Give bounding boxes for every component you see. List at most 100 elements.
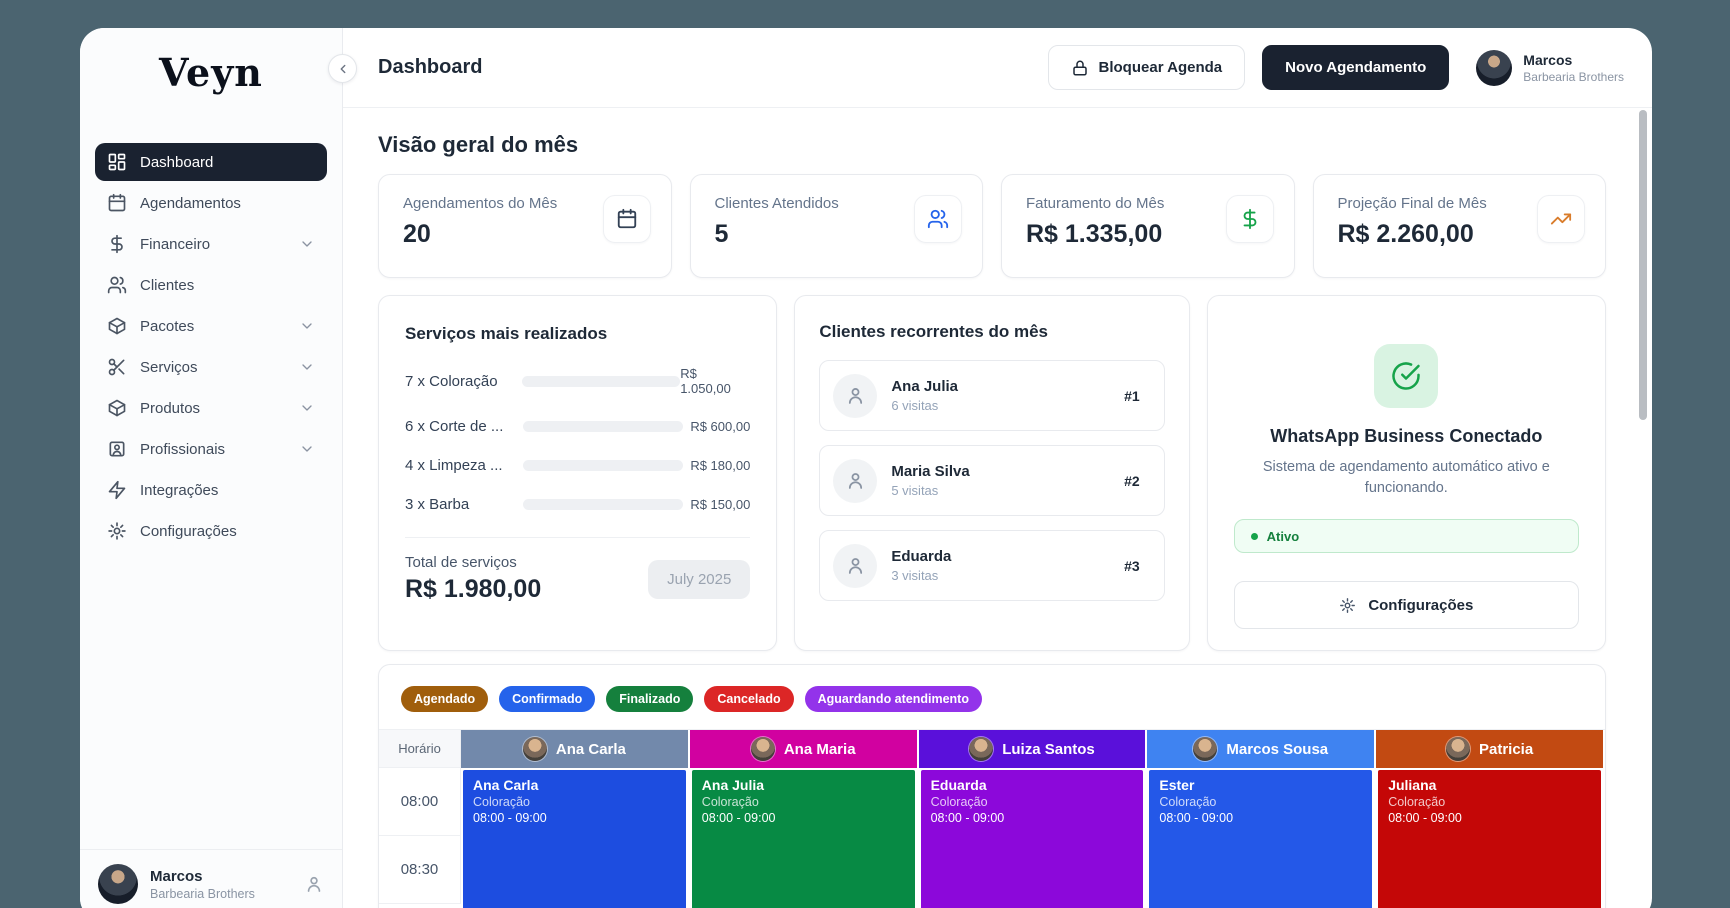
service-bar — [523, 460, 683, 471]
status-badge-cancelado[interactable]: Cancelado — [704, 686, 794, 712]
new-appointment-button[interactable]: Novo Agendamento — [1262, 45, 1450, 90]
sidebar-item-integracoes[interactable]: Integrações — [95, 471, 327, 509]
professional-column-ana-carla: Ana Carla Ana Carla Coloração 08:00 - 09… — [461, 730, 690, 908]
gear-icon — [1340, 597, 1356, 613]
schedule-card: Agendado Confirmado Finalizado Cancelado… — [378, 664, 1606, 908]
sidebar-item-produtos[interactable]: Produtos — [95, 389, 327, 427]
appointment-block[interactable]: Eduarda Coloração 08:00 - 09:00 — [920, 770, 1144, 908]
dollar-icon — [1225, 195, 1274, 243]
users-icon — [107, 275, 127, 295]
professional-header[interactable]: Patricia — [1376, 730, 1603, 768]
sidebar-item-agendamentos[interactable]: Agendamentos — [95, 184, 327, 222]
chevron-left-icon — [340, 64, 345, 73]
time-header: Horário — [379, 730, 460, 768]
service-bar — [523, 421, 683, 432]
status-badge-confirmado[interactable]: Confirmado — [499, 686, 596, 712]
sidebar-nav: Dashboard Agendamentos Financeiro — [80, 143, 342, 550]
stat-value: R$ 2.260,00 — [1337, 220, 1474, 248]
stat-card-agendamentos: Agendamentos do Mês 20 — [378, 174, 672, 278]
chevron-down-icon — [299, 400, 315, 416]
person-icon — [833, 543, 878, 588]
time-column: Horário 08:00 08:30 — [379, 730, 461, 904]
card-title: Serviços mais realizados — [405, 324, 608, 343]
total-services-label: Total de serviços — [405, 554, 517, 571]
person-icon — [833, 373, 878, 418]
sidebar-item-dashboard[interactable]: Dashboard — [95, 143, 327, 181]
list-item[interactable]: Eduarda 3 visitas #3 — [819, 530, 1165, 601]
gear-icon — [107, 521, 127, 541]
page-title: Dashboard — [378, 56, 483, 78]
card-title: Clientes recorrentes do mês — [819, 322, 1048, 341]
rank-badge: #3 — [1124, 557, 1140, 574]
sidebar-item-profissionais[interactable]: Profissionais — [95, 430, 327, 468]
stat-card-projecao: Projeção Final de Mês R$ 2.260,00 — [1312, 174, 1606, 278]
professional-header[interactable]: Luiza Santos — [918, 730, 1146, 768]
whatsapp-description: Sistema de agendamento automático ativo … — [1262, 459, 1550, 497]
sidebar-item-configuracoes[interactable]: Configurações — [95, 512, 327, 550]
professional-header[interactable]: Marcos Sousa — [1147, 730, 1375, 768]
service-bar — [523, 499, 683, 510]
whatsapp-title: WhatsApp Business Conectado — [1270, 426, 1543, 446]
service-bar — [521, 375, 681, 387]
whatsapp-settings-button[interactable]: Configurações — [1233, 581, 1579, 630]
sidebar-item-label: Serviços — [140, 358, 198, 376]
scissors-icon — [107, 357, 127, 377]
period-selector[interactable]: July 2025 — [648, 559, 751, 599]
topbar: Dashboard Bloquear Agenda Novo Agendamen… — [343, 28, 1652, 108]
sidebar-user[interactable]: Marcos Barbearia Brothers — [80, 849, 342, 908]
sidebar-item-clientes[interactable]: Clientes — [95, 266, 327, 304]
professional-column-ana-maria: Ana Maria Ana Julia Coloração 08:00 - 09… — [689, 730, 919, 908]
appointment-block[interactable]: Juliana Coloração 08:00 - 09:00 — [1378, 770, 1601, 908]
status-badge-agendado[interactable]: Agendado — [401, 686, 489, 712]
calendar-icon — [107, 193, 127, 213]
id-card-icon — [107, 439, 127, 459]
appointment-block[interactable]: Ester Coloração 08:00 - 09:00 — [1149, 770, 1373, 908]
sidebar-item-pacotes[interactable]: Pacotes — [95, 307, 327, 345]
status-legend: Agendado Confirmado Finalizado Cancelado… — [379, 665, 1605, 729]
dashboard-icon — [107, 152, 127, 172]
chevron-down-icon — [299, 359, 315, 375]
sidebar-item-label: Financeiro — [140, 235, 211, 253]
sidebar-item-label: Pacotes — [140, 317, 195, 335]
status-badge-finalizado[interactable]: Finalizado — [606, 686, 694, 712]
topbar-user[interactable]: Marcos Barbearia Brothers — [1476, 49, 1624, 86]
recurring-clients-card: Clientes recorrentes do mês Ana Julia 6 … — [794, 295, 1190, 651]
list-item[interactable]: Ana Julia 6 visitas #1 — [819, 360, 1165, 431]
avatar — [1445, 737, 1470, 761]
avatar — [750, 737, 775, 761]
stat-label: Faturamento do Mês — [1026, 195, 1165, 212]
stat-value: R$ 1.335,00 — [1026, 220, 1163, 248]
appointment-block[interactable]: Ana Carla Coloração 08:00 - 09:00 — [463, 770, 686, 908]
stats-row: Agendamentos do Mês 20 Clientes Atendido… — [378, 174, 1606, 278]
professional-header[interactable]: Ana Carla — [461, 730, 688, 768]
list-item[interactable]: Maria Silva 5 visitas #2 — [819, 445, 1165, 516]
sidebar-item-servicos[interactable]: Serviços — [95, 348, 327, 386]
status-badge-aguardando[interactable]: Aguardando atendimento — [804, 686, 982, 712]
trending-up-icon — [1537, 195, 1585, 243]
stat-card-clientes: Clientes Atendidos 5 — [689, 174, 983, 278]
block-agenda-button[interactable]: Bloquear Agenda — [1047, 45, 1246, 90]
sidebar-item-label: Agendamentos — [140, 194, 241, 212]
sidebar-item-financeiro[interactable]: Financeiro — [95, 225, 327, 263]
schedule-grid: Horário 08:00 08:30 Ana Carla Ana Carla … — [379, 729, 1605, 908]
service-row: 6 x Corte de ... R$ 600,00 — [405, 418, 751, 435]
whatsapp-card: WhatsApp Business Conectado Sistema de a… — [1206, 295, 1606, 651]
professional-header[interactable]: Ana Maria — [689, 730, 917, 768]
appointment-block[interactable]: Ana Julia Coloração 08:00 - 09:00 — [691, 770, 915, 908]
time-slot: 08:30 — [379, 836, 460, 904]
sidebar-item-label: Profissionais — [140, 440, 226, 458]
sidebar-item-label: Produtos — [140, 399, 201, 417]
user-org: Barbearia Brothers — [150, 886, 255, 901]
sidebar-collapse-button[interactable] — [328, 54, 357, 83]
avatar — [1476, 49, 1513, 86]
dollar-icon — [107, 234, 127, 254]
total-services-value: R$ 1.980,00 — [405, 575, 542, 603]
main-area: Dashboard Bloquear Agenda Novo Agendamen… — [328, 28, 1652, 908]
section-title: Visão geral do mês — [378, 132, 579, 157]
app-window: Veyn Dashboard Agendamentos Financeiro — [80, 28, 1652, 908]
package-icon — [107, 316, 127, 336]
avatar — [969, 737, 994, 761]
stat-label: Clientes Atendidos — [714, 195, 839, 212]
sidebar-item-label: Integrações — [140, 481, 219, 499]
vertical-scrollbar[interactable] — [1639, 110, 1647, 420]
